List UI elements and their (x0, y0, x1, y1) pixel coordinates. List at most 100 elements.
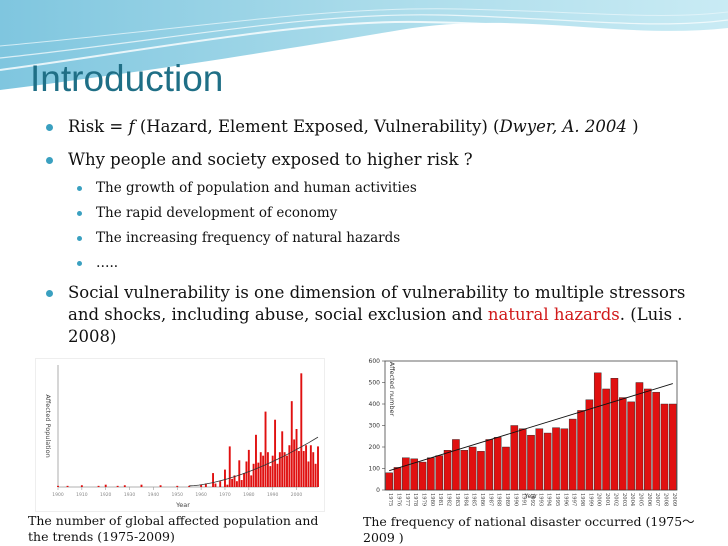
citation: Dwyer, A. 2004 (499, 117, 627, 136)
x-tick-label: 1996 (562, 493, 568, 506)
bullet-risk-formula: Risk = f (Hazard, Element Exposed, Vulne… (40, 116, 710, 138)
y-tick-label: 500 (369, 380, 381, 387)
bar (281, 431, 284, 487)
bar (257, 462, 260, 487)
bar (286, 455, 288, 487)
x-tick-label: 2001 (604, 493, 610, 506)
bar (259, 452, 262, 487)
x-tick-label: 1900 (52, 492, 64, 498)
sub-bullet-item: The growth of population and human activ… (40, 179, 710, 197)
y-tick-label: 300 (369, 423, 381, 430)
x-tick-label: 1979 (421, 493, 427, 506)
x-tick-label: 1993 (537, 493, 543, 506)
bar (219, 481, 222, 487)
bar (288, 445, 291, 487)
x-tick-label: 2000 (596, 493, 602, 506)
bar (568, 418, 577, 491)
y-tick-label: 200 (369, 444, 381, 451)
bar (312, 452, 315, 487)
bar (233, 475, 236, 487)
bar (264, 411, 267, 487)
x-tick-label: 1910 (76, 492, 88, 498)
y-axis-label: Affected Population (44, 394, 52, 457)
header-wave-decoration (0, 0, 728, 90)
bar (585, 399, 594, 491)
x-tick-label: 1980 (243, 492, 255, 498)
bar (250, 475, 253, 487)
bar (443, 450, 452, 491)
bar (460, 450, 469, 491)
y-axis-label: Affected number (388, 362, 396, 417)
bar (271, 455, 274, 487)
bar (240, 480, 243, 487)
bar (104, 484, 107, 487)
x-tick-label: 2005 (637, 493, 643, 506)
bar (402, 457, 410, 491)
x-axis-label: Year (175, 501, 190, 509)
bar (418, 461, 427, 491)
bar (295, 429, 298, 487)
global-affected-population-chart: 1900 1910 1920 1930 1940 1950 1960 1970 1980 1990… (35, 358, 325, 512)
y-tick-label: 100 (369, 466, 381, 473)
sub-bullet-list: The growth of population and human activ… (40, 179, 710, 272)
sub-bullet-item: ….. (40, 254, 710, 272)
bar (245, 461, 248, 487)
bullet-text: Risk = (68, 117, 129, 136)
x-tick-label: 1990 (512, 493, 518, 506)
bar (252, 463, 255, 487)
bar (535, 428, 544, 491)
bullet-text: ) (626, 117, 639, 136)
bar (224, 469, 226, 487)
x-tick-label: 1930 (124, 492, 136, 498)
x-axis-label: Year (524, 493, 538, 500)
bar (228, 446, 231, 487)
bar (269, 466, 272, 487)
highlight-text: natural hazards (487, 305, 620, 324)
x-tick-label: 1998 (579, 493, 585, 506)
x-tick-label: 2007 (654, 493, 660, 506)
bar (393, 467, 402, 491)
bar (123, 485, 126, 487)
bar (577, 410, 585, 491)
bar (452, 439, 460, 491)
x-tick-label: 1995 (554, 493, 560, 506)
trend-curve (189, 436, 319, 487)
x-tick-label: 1992 (529, 493, 535, 506)
bullet-why-exposed: Why people and society exposed to higher… (40, 149, 710, 171)
bar (66, 485, 69, 487)
bar (518, 428, 527, 491)
y-tick-label: 600 (369, 358, 381, 365)
bar (247, 449, 250, 487)
bullet-text: . (Luis . 2008) (68, 305, 683, 346)
bar (300, 373, 303, 487)
x-tick-label: 2003 (621, 493, 627, 506)
bar (317, 446, 319, 487)
x-tick-label: 1978 (412, 493, 418, 506)
bar (635, 382, 644, 491)
trendline (389, 383, 673, 472)
bar (527, 434, 535, 491)
bar (80, 485, 83, 487)
x-tick-label: 1977 (404, 493, 410, 506)
bar (435, 455, 443, 491)
x-tick-label: 1982 (446, 493, 452, 506)
bar (159, 485, 162, 487)
bar (644, 388, 652, 491)
x-tick-label: 1985 (471, 493, 477, 506)
x-tick-label: 1991 (521, 493, 527, 506)
x-tick-label: 1970 (219, 492, 231, 498)
bar (204, 483, 207, 487)
bar (235, 481, 238, 487)
chart-svg: 1900 1910 1920 1930 1940 1950 1960 1970 1980 1990… (44, 365, 319, 509)
x-tick-label: 1940 (148, 492, 160, 498)
bar (243, 473, 246, 487)
bar (266, 452, 269, 487)
bar (255, 434, 257, 487)
bar (477, 451, 485, 491)
bar (305, 445, 308, 487)
bar (669, 403, 677, 491)
bar (200, 484, 203, 487)
bar (276, 463, 279, 487)
x-tick-label: 1950 (172, 492, 184, 498)
